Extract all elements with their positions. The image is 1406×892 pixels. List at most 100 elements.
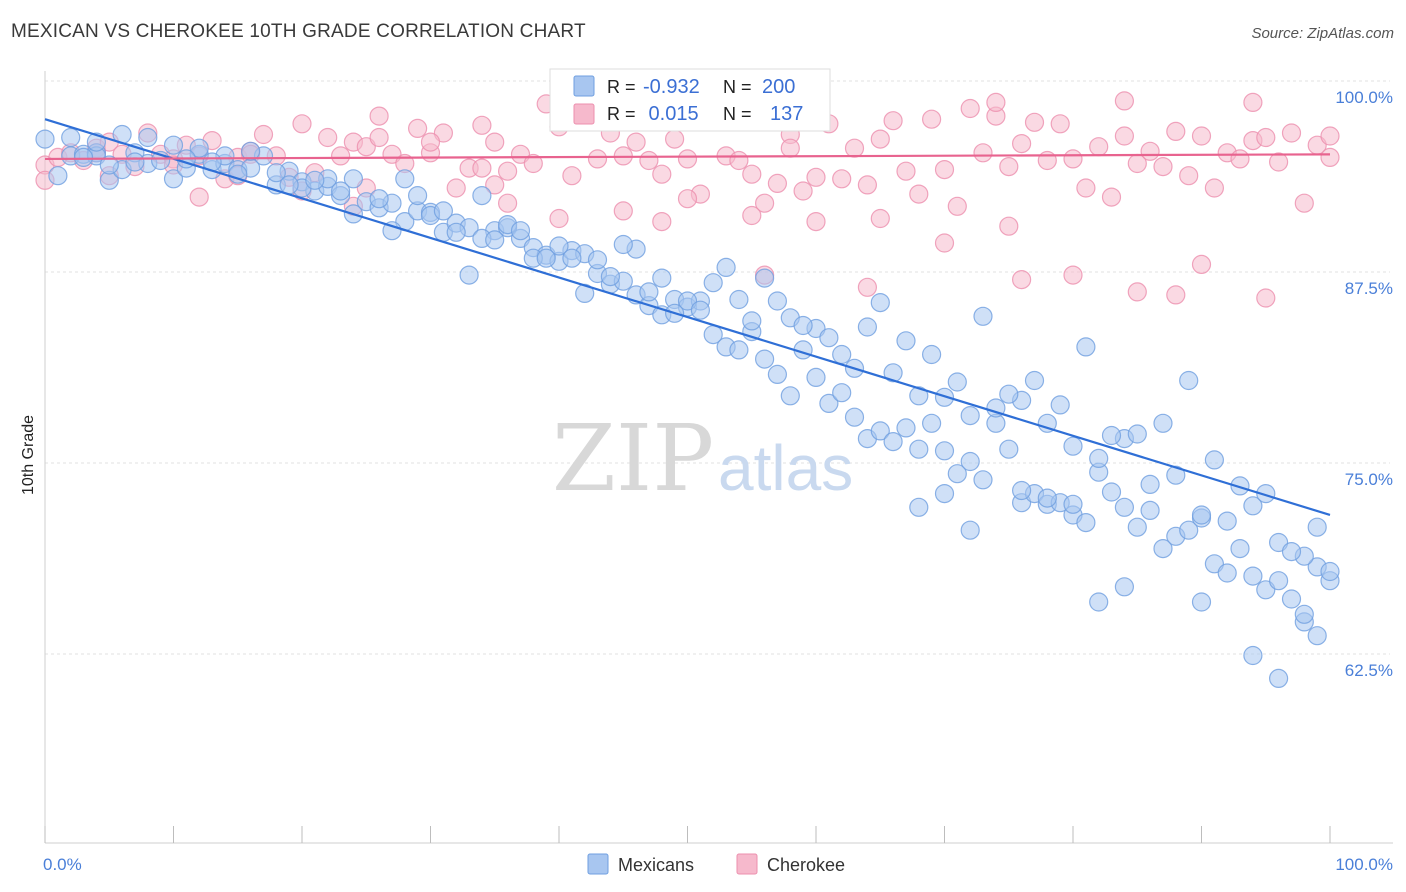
data-point [934, 160, 955, 180]
data-point [1204, 450, 1225, 470]
data-point [652, 268, 672, 288]
data-point [523, 153, 543, 174]
series-mexicans-points [35, 124, 1340, 689]
data-point [999, 216, 1019, 236]
y-tick-label: 87.5% [1345, 279, 1393, 298]
data-point [626, 132, 646, 152]
data-point [472, 115, 492, 135]
bottom-legend: Mexicans Cherokee [587, 853, 845, 875]
data-point [883, 363, 903, 383]
legend-n-label-cherokee: N = [723, 104, 752, 124]
data-point [1011, 480, 1032, 501]
data-point [652, 212, 672, 232]
data-point [754, 349, 775, 369]
data-point [677, 291, 698, 311]
bottom-legend-label-cherokee: Cherokee [767, 855, 845, 875]
data-point [844, 407, 865, 427]
data-point [780, 386, 800, 406]
trend-lines [44, 118, 1331, 517]
legend-r-value-cherokee: 0.015 [643, 103, 699, 125]
data-point [999, 439, 1019, 459]
data-point [819, 393, 839, 413]
data-point [408, 118, 428, 138]
data-point [1243, 92, 1263, 113]
trend-line [44, 118, 1331, 517]
data-point [921, 413, 942, 433]
data-point [318, 127, 338, 148]
data-point [485, 175, 505, 195]
data-point [1076, 178, 1096, 198]
data-point [1217, 511, 1237, 531]
data-point [613, 201, 633, 221]
data-point [485, 230, 505, 250]
data-point [677, 189, 698, 209]
data-point [189, 187, 209, 207]
data-point [960, 451, 980, 472]
data-point [1191, 254, 1212, 274]
data-point [331, 146, 351, 166]
x-tick-label: 0.0% [43, 855, 82, 874]
data-point [690, 300, 711, 320]
data-point [1307, 626, 1327, 646]
data-point [793, 181, 813, 201]
data-point [857, 277, 878, 297]
data-point [1294, 604, 1314, 624]
data-point [999, 157, 1019, 177]
data-point [35, 129, 55, 149]
data-point [999, 384, 1019, 404]
trend-line [44, 153, 1331, 161]
data-point [1089, 592, 1109, 612]
data-point [716, 257, 736, 277]
data-point [1050, 114, 1070, 134]
data-point [1050, 395, 1070, 415]
data-point [1179, 166, 1199, 186]
data-point [1127, 424, 1147, 444]
data-point [973, 470, 993, 490]
data-point [459, 265, 479, 285]
data-point [73, 147, 94, 167]
data-point [934, 233, 955, 253]
data-point [510, 221, 531, 241]
watermark-zip: ZIP [552, 405, 714, 512]
legend-r-label-mexicans: R = [607, 77, 636, 97]
data-point [742, 205, 762, 226]
data-point [767, 173, 788, 193]
data-point [1256, 288, 1276, 308]
data-point [1307, 517, 1327, 537]
data-point [870, 129, 890, 149]
data-point [652, 164, 672, 184]
data-point [639, 150, 659, 171]
data-point [1268, 668, 1289, 689]
data-point [819, 328, 839, 348]
watermark: ZIP atlas [552, 405, 853, 512]
y-axis-label: 10th Grade [20, 415, 37, 495]
legend-n-label-mexicans: N = [723, 77, 752, 97]
data-point [292, 114, 312, 134]
data-point [1320, 147, 1340, 167]
stats-legend: R = -0.932 N = 200 R = 0.015 N = 137 [549, 68, 831, 132]
bottom-legend-swatch-cherokee [736, 853, 758, 875]
data-point [806, 167, 826, 187]
data-point [408, 186, 428, 206]
data-point [896, 331, 916, 351]
data-point [1281, 589, 1302, 609]
legend-n-value-cherokee: 137 [770, 103, 803, 125]
data-point [1076, 512, 1096, 533]
data-point [48, 166, 68, 186]
data-point [1063, 494, 1083, 514]
data-point [1281, 541, 1302, 562]
data-point [1166, 121, 1186, 141]
data-point [395, 169, 415, 189]
data-point [1153, 157, 1173, 177]
data-point [1243, 645, 1263, 666]
data-point [857, 317, 878, 337]
data-point [1114, 91, 1135, 111]
data-point [1230, 476, 1250, 496]
axes [44, 71, 1393, 844]
legend-n-value-mexicans: 200 [762, 76, 795, 98]
data-point [960, 406, 980, 426]
data-point [896, 418, 916, 438]
data-point [960, 520, 980, 540]
data-point [703, 273, 723, 293]
data-point [1179, 370, 1199, 391]
